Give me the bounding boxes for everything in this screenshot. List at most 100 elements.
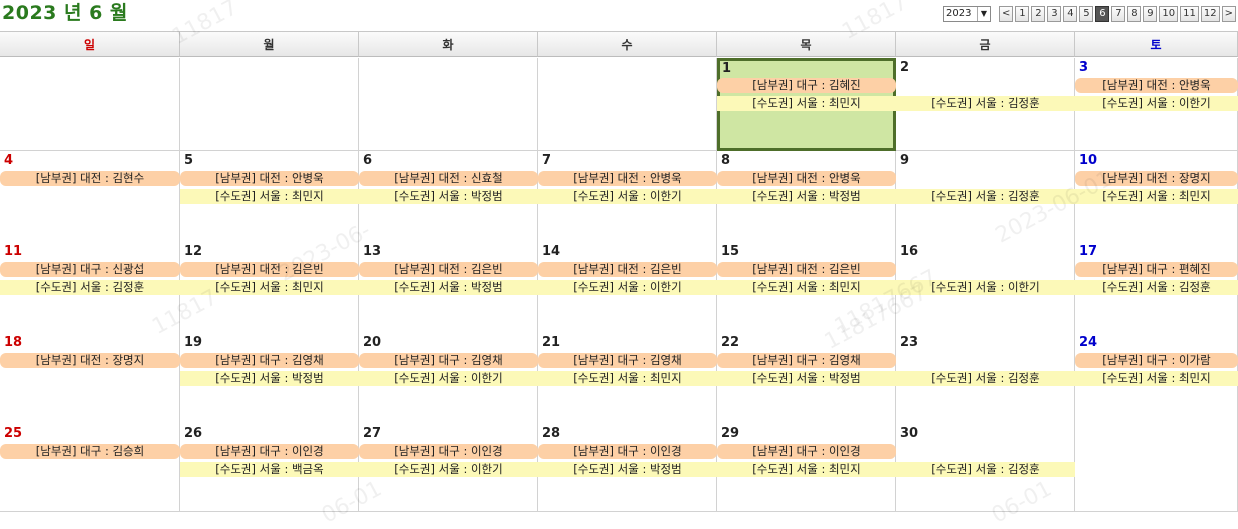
day-number: 3 (1079, 60, 1089, 75)
event-capital-region[interactable]: [수도권] 서울 : 최민지 (1075, 189, 1238, 204)
event-south-region[interactable]: [남부권] 대전 : 안병욱 (180, 171, 359, 186)
event-capital-region[interactable]: [수도권] 서울 : 김정훈 (1075, 280, 1238, 295)
event-capital-region[interactable]: [수도권] 서울 : 박정범 (359, 189, 538, 204)
day-number: 2 (900, 60, 910, 75)
next-month-button[interactable]: > (1221, 6, 1236, 22)
event-south-region[interactable]: [남부권] 대전 : 안병욱 (1075, 78, 1238, 93)
weekday-header: 일 (0, 31, 180, 57)
month-button-8[interactable]: 8 (1127, 6, 1142, 22)
event-capital-region[interactable]: [수도권] 서울 : 김정훈 (896, 189, 1075, 204)
day-number: 16 (900, 244, 919, 259)
event-south-region[interactable]: [남부권] 대전 : 장명지 (1075, 171, 1238, 186)
event-south-region[interactable]: [남부권] 대구 : 이가람 (1075, 353, 1238, 368)
day-number: 13 (363, 244, 382, 259)
day-number: 7 (542, 153, 552, 168)
day-number: 19 (184, 335, 203, 350)
event-south-region[interactable]: [남부권] 대구 : 김영채 (717, 353, 896, 368)
prev-month-button[interactable]: < (999, 6, 1014, 22)
event-south-region[interactable]: [남부권] 대전 : 안병욱 (538, 171, 717, 186)
month-button-9[interactable]: 9 (1143, 6, 1158, 22)
event-capital-region[interactable]: [수도권] 서울 : 최민지 (1075, 371, 1238, 386)
event-capital-region[interactable]: [수도권] 서울 : 이한기 (359, 462, 538, 477)
year-select[interactable]: 2023 ▼ (943, 6, 991, 22)
event-south-region[interactable]: [남부권] 대전 : 김은빈 (717, 262, 896, 277)
event-capital-region[interactable]: [수도권] 서울 : 이한기 (896, 280, 1075, 295)
event-capital-region[interactable]: [수도권] 서울 : 박정범 (717, 189, 896, 204)
event-capital-region[interactable]: [수도권] 서울 : 김정훈 (896, 462, 1075, 477)
day-cell[interactable] (359, 58, 538, 151)
event-south-region[interactable]: [남부권] 대전 : 신효철 (359, 171, 538, 186)
month-button-1[interactable]: 1 (1015, 6, 1030, 22)
event-capital-region[interactable]: [수도권] 서울 : 최민지 (538, 371, 717, 386)
event-capital-region[interactable]: [수도권] 서울 : 이한기 (1075, 96, 1238, 111)
month-button-11[interactable]: 11 (1180, 6, 1199, 22)
event-capital-region[interactable]: [수도권] 서울 : 이한기 (538, 280, 717, 295)
event-capital-region[interactable]: [수도권] 서울 : 최민지 (180, 280, 359, 295)
event-south-region[interactable]: [남부권] 대전 : 김은빈 (359, 262, 538, 277)
year-select-value: 2023 (946, 8, 972, 19)
event-south-region[interactable]: [남부권] 대구 : 이인경 (180, 444, 359, 459)
day-number: 5 (184, 153, 194, 168)
event-capital-region[interactable]: [수도권] 서울 : 최민지 (717, 462, 896, 477)
day-cell[interactable] (1075, 424, 1238, 512)
event-south-region[interactable]: [남부권] 대구 : 김영채 (180, 353, 359, 368)
event-capital-region[interactable]: [수도권] 서울 : 박정범 (359, 280, 538, 295)
weekday-header: 수 (538, 31, 717, 57)
page-title: 2023 년 6 월 (2, 2, 128, 24)
event-south-region[interactable]: [남부권] 대전 : 안병욱 (717, 171, 896, 186)
event-south-region[interactable]: [남부권] 대구 : 이인경 (538, 444, 717, 459)
month-button-7[interactable]: 7 (1111, 6, 1126, 22)
day-cell[interactable] (180, 58, 359, 151)
event-south-region[interactable]: [남부권] 대전 : 김현수 (0, 171, 180, 186)
event-south-region[interactable]: [남부권] 대구 : 이인경 (359, 444, 538, 459)
event-capital-region[interactable]: [수도권] 서울 : 박정범 (717, 371, 896, 386)
month-button-3[interactable]: 3 (1047, 6, 1062, 22)
day-number: 29 (721, 426, 740, 441)
day-number: 10 (1079, 153, 1098, 168)
event-capital-region[interactable]: [수도권] 서울 : 김정훈 (0, 280, 180, 295)
day-number: 12 (184, 244, 203, 259)
event-south-region[interactable]: [남부권] 대구 : 편혜진 (1075, 262, 1238, 277)
month-button-2[interactable]: 2 (1031, 6, 1046, 22)
event-capital-region[interactable]: [수도권] 서울 : 이한기 (359, 371, 538, 386)
event-capital-region[interactable]: [수도권] 서울 : 최민지 (180, 189, 359, 204)
weekday-header: 목 (717, 31, 896, 57)
month-button-5[interactable]: 5 (1079, 6, 1094, 22)
day-cell[interactable]: 18 (0, 333, 180, 426)
event-capital-region[interactable]: [수도권] 서울 : 최민지 (717, 280, 896, 295)
event-south-region[interactable]: [남부권] 대전 : 장명지 (0, 353, 180, 368)
day-number: 15 (721, 244, 740, 259)
day-number: 6 (363, 153, 373, 168)
month-button-4[interactable]: 4 (1063, 6, 1078, 22)
event-capital-region[interactable]: [수도권] 서울 : 백금옥 (180, 462, 359, 477)
day-number: 23 (900, 335, 919, 350)
day-cell[interactable]: 25 (0, 424, 180, 512)
event-capital-region[interactable]: [수도권] 서울 : 최민지 (717, 96, 896, 111)
day-number: 1 (722, 61, 732, 76)
event-south-region[interactable]: [남부권] 대구 : 김승희 (0, 444, 180, 459)
day-number: 24 (1079, 335, 1098, 350)
event-south-region[interactable]: [남부권] 대구 : 김영채 (538, 353, 717, 368)
event-capital-region[interactable]: [수도권] 서울 : 이한기 (538, 189, 717, 204)
day-number: 9 (900, 153, 910, 168)
event-capital-region[interactable]: [수도권] 서울 : 박정범 (538, 462, 717, 477)
event-south-region[interactable]: [남부권] 대구 : 김영채 (359, 353, 538, 368)
month-button-10[interactable]: 10 (1159, 6, 1179, 22)
day-number: 26 (184, 426, 203, 441)
event-capital-region[interactable]: [수도권] 서울 : 김정훈 (896, 371, 1075, 386)
event-capital-region[interactable]: [수도권] 서울 : 김정훈 (896, 96, 1075, 111)
event-south-region[interactable]: [남부권] 대구 : 이인경 (717, 444, 896, 459)
day-number: 27 (363, 426, 382, 441)
event-south-region[interactable]: [남부권] 대구 : 김혜진 (717, 78, 896, 93)
month-button-6[interactable]: 6 (1095, 6, 1110, 22)
day-cell[interactable] (538, 58, 717, 151)
event-capital-region[interactable]: [수도권] 서울 : 박정범 (180, 371, 359, 386)
event-south-region[interactable]: [남부권] 대전 : 김은빈 (538, 262, 717, 277)
month-button-12[interactable]: 12 (1200, 6, 1220, 22)
event-south-region[interactable]: [남부권] 대전 : 김은빈 (180, 262, 359, 277)
day-cell[interactable] (0, 58, 180, 151)
calendar-grid: 일 월 화 수 목 금 토 1 [남부권] 대구 : 김혜진 [수도권] 서울 : 최민지 2 [수도… (0, 31, 1238, 512)
day-cell[interactable]: 4 (0, 151, 180, 244)
day-number: 14 (542, 244, 561, 259)
event-south-region[interactable]: [남부권] 대구 : 신광섭 (0, 262, 180, 277)
